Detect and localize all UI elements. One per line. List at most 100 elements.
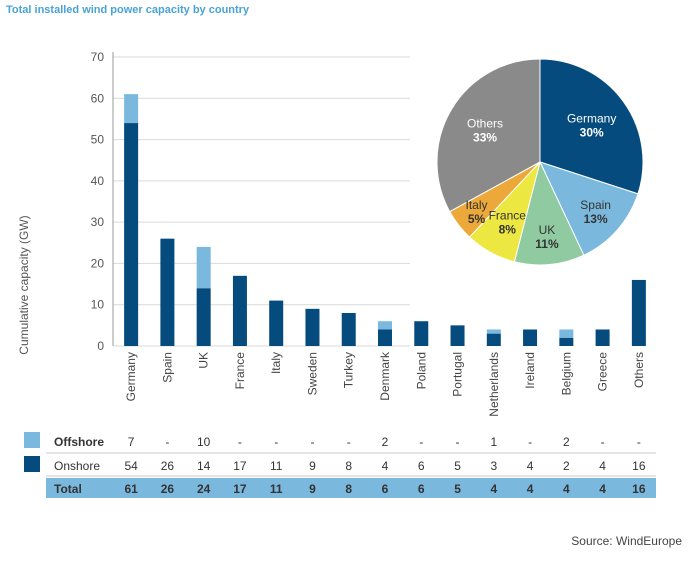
pie-slice-others <box>436 58 541 213</box>
table-cell: - <box>419 435 423 449</box>
bar-onshore-poland <box>414 321 429 346</box>
table-cell: 4 <box>563 482 570 496</box>
table-cell: 9 <box>309 459 316 473</box>
table-cell: 8 <box>345 482 352 496</box>
pie-value-france: 8% <box>499 223 517 237</box>
bar-offshore-germany <box>124 94 139 124</box>
table-row-label-onshore: Onshore <box>54 459 100 473</box>
bar-onshore-france <box>232 275 247 346</box>
table-cell: 14 <box>197 459 211 473</box>
bar-onshore-germany <box>124 123 139 346</box>
pie-value-others: 33% <box>473 130 497 144</box>
pie-slice-uk <box>513 160 585 266</box>
table-cell: - <box>238 435 242 449</box>
x-tick-label: Turkey <box>342 352 356 388</box>
y-tick-label: 10 <box>91 298 105 312</box>
bar-onshore-netherlands <box>486 333 501 346</box>
x-tick-label: Poland <box>414 352 428 389</box>
bar-onshore-spain <box>160 238 175 346</box>
bar-onshore-turkey <box>341 312 356 346</box>
y-tick-label: 50 <box>91 133 105 147</box>
x-tick-label: France <box>233 352 247 390</box>
table-cell: 6 <box>418 482 425 496</box>
total-row-background <box>46 478 656 498</box>
table-cell: 26 <box>161 459 175 473</box>
table-cell: 5 <box>454 482 461 496</box>
table-row-label-total: Total <box>54 482 82 496</box>
table-cell: - <box>165 435 169 449</box>
grid-lines <box>112 52 410 347</box>
bar-onshore-denmark <box>378 329 392 346</box>
legend-swatch-onshore <box>24 456 40 472</box>
x-tick-label: Portugal <box>451 352 465 397</box>
pie-value-uk: 11% <box>535 237 559 251</box>
table-cell: - <box>456 435 460 449</box>
x-tick-label: UK <box>197 352 211 369</box>
y-tick-label: 0 <box>97 339 104 353</box>
bar-onshore-others <box>631 279 646 346</box>
chart-title: Total installed wind power capacity by c… <box>6 4 250 16</box>
legend-swatch-offshore <box>24 432 40 448</box>
table-cell: 8 <box>345 459 352 473</box>
table-cell: 4 <box>490 482 497 496</box>
pie-slice-spain <box>539 161 639 256</box>
table-cell: 7 <box>128 435 135 449</box>
table-cell: 6 <box>418 459 425 473</box>
table-cell: - <box>347 435 351 449</box>
x-tick-label: Denmark <box>378 351 392 401</box>
y-tick-label: 60 <box>91 91 105 105</box>
table-cell: - <box>601 435 605 449</box>
table-cell: 2 <box>563 459 570 473</box>
x-tick-label: Netherlands <box>487 352 501 417</box>
x-tick-label: Belgium <box>559 352 573 395</box>
table-cell: 5 <box>454 459 461 473</box>
table-cell: 61 <box>124 482 138 496</box>
pie-label-france: France <box>489 209 527 223</box>
bar-onshore-sweden <box>305 308 320 346</box>
table-cell: - <box>310 435 314 449</box>
pie-value-germany: 30% <box>580 125 604 139</box>
bar-onshore-portugal <box>450 325 465 346</box>
bar-onshore-ireland <box>523 329 538 346</box>
table-cell: 11 <box>270 459 283 473</box>
table-cell: 6 <box>382 482 389 496</box>
pie-value-spain: 13% <box>584 212 608 226</box>
x-tick-label: Greece <box>596 352 610 392</box>
bar-onshore-belgium <box>559 337 574 346</box>
y-tick-label: 70 <box>91 50 105 64</box>
table-cell: 26 <box>161 482 175 496</box>
pie-label-spain: Spain <box>580 198 611 212</box>
table-cell: 54 <box>124 459 138 473</box>
table-row-label-offshore: Offshore <box>54 435 104 449</box>
table-cell: 1 <box>490 435 497 449</box>
bar-offshore-uk <box>196 246 211 289</box>
table-cell: 4 <box>599 459 606 473</box>
x-tick-label: Germany <box>124 352 138 401</box>
table-cell: 4 <box>527 459 534 473</box>
table-cell: 16 <box>632 459 646 473</box>
table-cell: - <box>274 435 278 449</box>
table-cell: - <box>637 435 641 449</box>
table-cell: 2 <box>382 435 389 449</box>
bar-offshore-denmark <box>378 321 392 330</box>
x-tick-label: Italy <box>269 352 283 374</box>
table-cell: 16 <box>632 482 646 496</box>
table-cell: 3 <box>490 459 497 473</box>
pie-label-uk: UK <box>539 223 556 237</box>
pie-label-others: Others <box>467 116 503 130</box>
table-cell: 2 <box>563 435 570 449</box>
bar-onshore-italy <box>269 300 284 346</box>
bar-onshore-greece <box>595 329 610 346</box>
pie-slice-germany <box>539 58 644 195</box>
x-tick-label: Ireland <box>523 352 537 389</box>
table-cell: 4 <box>382 459 389 473</box>
table-cell: 11 <box>270 482 283 496</box>
bar-offshore-belgium <box>559 329 574 338</box>
pie-value-italy: 5% <box>468 212 486 226</box>
bars <box>124 94 646 346</box>
x-tick-labels: Germany Spain UK France Italy Sweden Turkey Den… <box>124 351 646 417</box>
pie-label-germany: Germany <box>567 111 616 125</box>
y-tick-label: 20 <box>91 256 105 270</box>
x-tick-label: Spain <box>160 352 174 383</box>
